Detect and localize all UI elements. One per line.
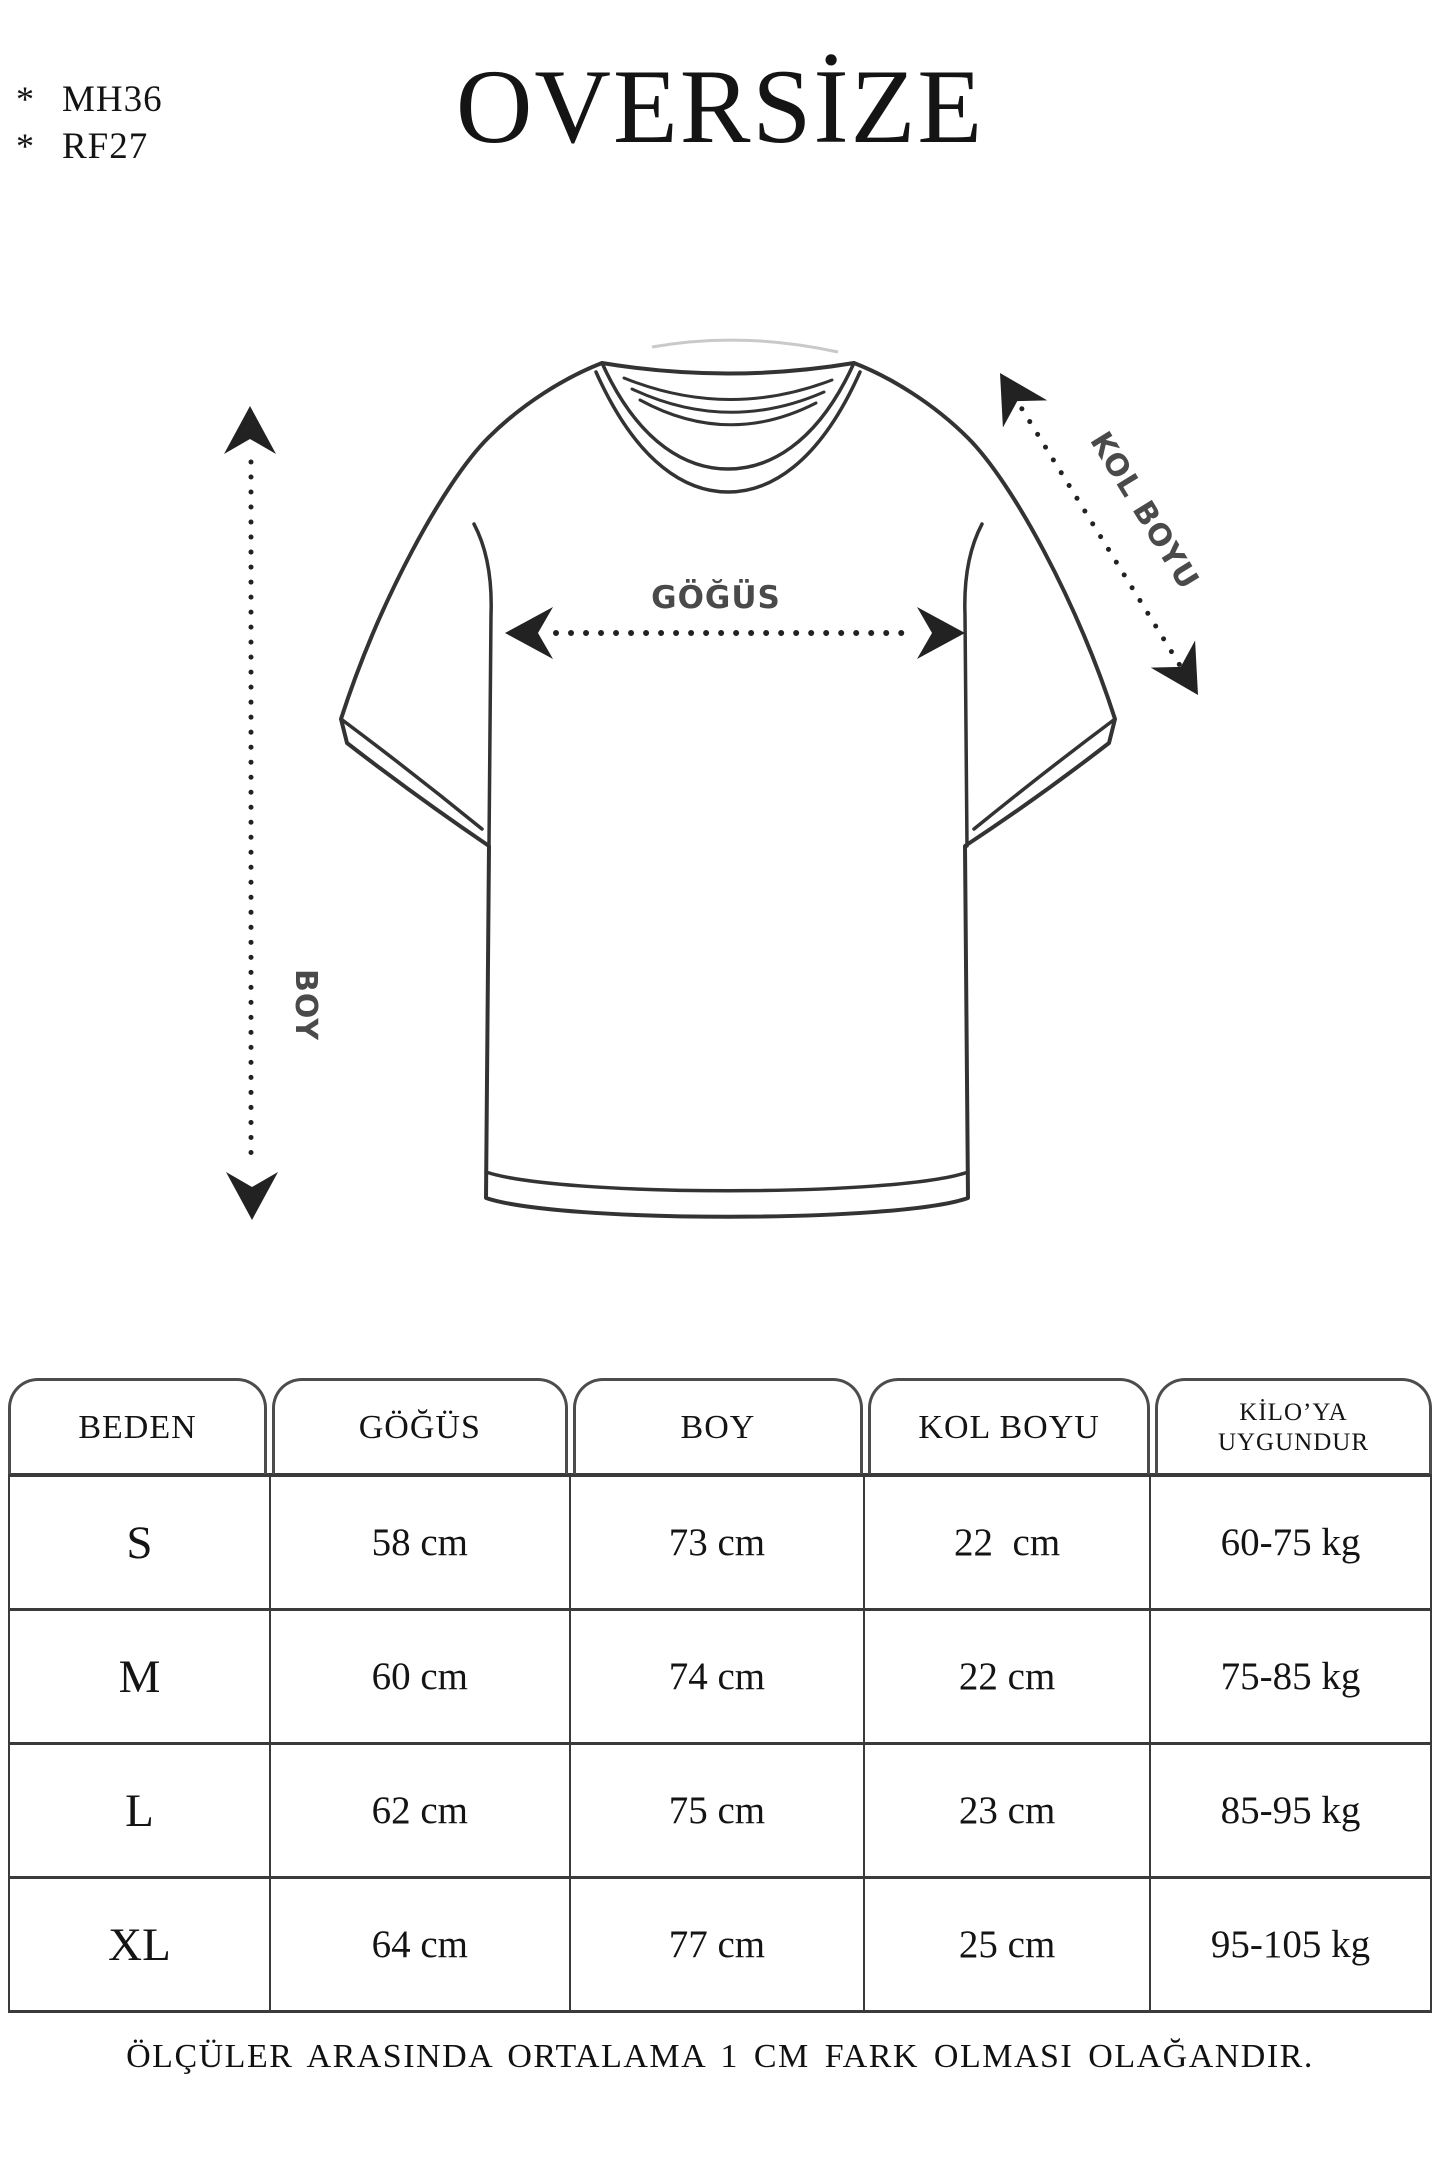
collar-rib-line-2 — [630, 387, 826, 414]
table-header-1: GÖĞÜS — [272, 1378, 568, 1474]
table-cell-value: 74 cm — [571, 1611, 866, 1742]
chest-label: GÖĞÜS — [651, 579, 781, 616]
arrowhead-down-icon — [226, 1172, 278, 1220]
length-measure-arrow: BOY — [224, 406, 323, 1220]
table-header-2: BOY — [572, 1378, 864, 1474]
table-header-label: BEDEN — [78, 1408, 197, 1446]
right-cuff-line — [972, 717, 1117, 831]
arrowhead-up-icon — [224, 406, 276, 454]
table-body: S 58 cm 73 cm 22 cm 60-75 kg M 60 cm 74 cm 22 cm… — [8, 1477, 1432, 2013]
table-header-underline — [8, 1473, 1432, 1477]
table-cell-size: XL — [8, 1879, 271, 2010]
table-cell-value: 60 cm — [271, 1611, 571, 1742]
arrowhead-left-icon — [505, 607, 553, 659]
table-cell-size: S — [8, 1477, 271, 1608]
page-title: OVERSİZE — [455, 48, 985, 165]
table-cell-value: 85-95 kg — [1151, 1745, 1432, 1876]
arrowhead-right-icon — [917, 607, 965, 659]
tshirt-outline — [339, 361, 1117, 1219]
arrowhead-upleft-icon — [1000, 373, 1048, 428]
collar-rib-line-1 — [622, 376, 834, 401]
table-cell-value: 95-105 kg — [1151, 1879, 1432, 2010]
right-body-side-line — [963, 522, 984, 848]
table-row: S 58 cm 73 cm 22 cm 60-75 kg — [8, 1477, 1432, 1611]
table-cell-value: 22 cm — [865, 1611, 1152, 1742]
collar-back-faint-line — [651, 338, 839, 354]
table-row: XL 64 cm 77 cm 25 cm 95-105 kg — [8, 1879, 1432, 2013]
hem-band-line — [484, 1170, 970, 1193]
table-header-0: BEDEN — [8, 1378, 267, 1474]
table-header-label: BOY — [680, 1408, 756, 1446]
chest-measure-arrow: GÖĞÜS — [505, 579, 965, 659]
arrowhead-downright-icon — [1150, 640, 1198, 695]
table-header-label: GÖĞÜS — [358, 1408, 481, 1446]
footer-note: ÖLÇÜLER ARASINDA ORTALAMA 1 CM FARK OLMA… — [126, 2038, 1314, 2075]
table-cell-value: 75-85 kg — [1151, 1611, 1432, 1742]
product-code-label: MH36 — [62, 79, 163, 120]
asterisk-bullet: * — [16, 126, 35, 166]
product-code-label: RF27 — [62, 126, 149, 167]
left-cuff-line — [339, 717, 484, 831]
collar-inner-line — [600, 361, 856, 471]
table-cell-size: L — [8, 1745, 271, 1876]
product-code-1: * MH36 — [16, 76, 163, 123]
table-header-label: KİLO’YA UYGUNDUR — [1217, 1398, 1370, 1456]
collar-rib-line-3 — [638, 398, 818, 427]
table-cell-value: 73 cm — [571, 1477, 866, 1608]
table-cell-value: 77 cm — [571, 1879, 866, 2010]
table-cell-value: 23 cm — [865, 1745, 1152, 1876]
left-body-side-line — [472, 522, 493, 848]
length-label: BOY — [288, 969, 323, 1041]
table-row: L 62 cm 75 cm 23 cm 85-95 kg — [8, 1745, 1432, 1879]
tshirt-measurement-diagram: GÖĞÜS BOY KOL BOYU — [224, 338, 1206, 1220]
sleeve-label: KOL BOYU — [1083, 426, 1206, 596]
table-cell-size: M — [8, 1611, 271, 1742]
table-cell-value: 60-75 kg — [1151, 1477, 1432, 1608]
collar-outer-line — [594, 370, 862, 494]
asterisk-bullet: * — [16, 79, 35, 119]
table-header-row: BEDEN GÖĞÜS BOY KOL BOYU KİLO’YA UYGUNDUR — [8, 1378, 1432, 1474]
table-cell-value: 22 cm — [865, 1477, 1152, 1608]
product-codes: * MH36 * RF27 — [16, 76, 163, 170]
product-code-2: * RF27 — [16, 123, 163, 170]
table-cell-value: 62 cm — [271, 1745, 571, 1876]
table-header-4: KİLO’YA UYGUNDUR — [1155, 1378, 1432, 1474]
table-cell-value: 25 cm — [865, 1879, 1152, 2010]
table-cell-value: 58 cm — [271, 1477, 571, 1608]
table-cell-value: 64 cm — [271, 1879, 571, 2010]
table-header-3: KOL BOYU — [868, 1378, 1151, 1474]
table-cell-value: 75 cm — [571, 1745, 866, 1876]
table-header-label: KOL BOYU — [918, 1408, 1100, 1446]
table-row: M 60 cm 74 cm 22 cm 75-85 kg — [8, 1611, 1432, 1745]
